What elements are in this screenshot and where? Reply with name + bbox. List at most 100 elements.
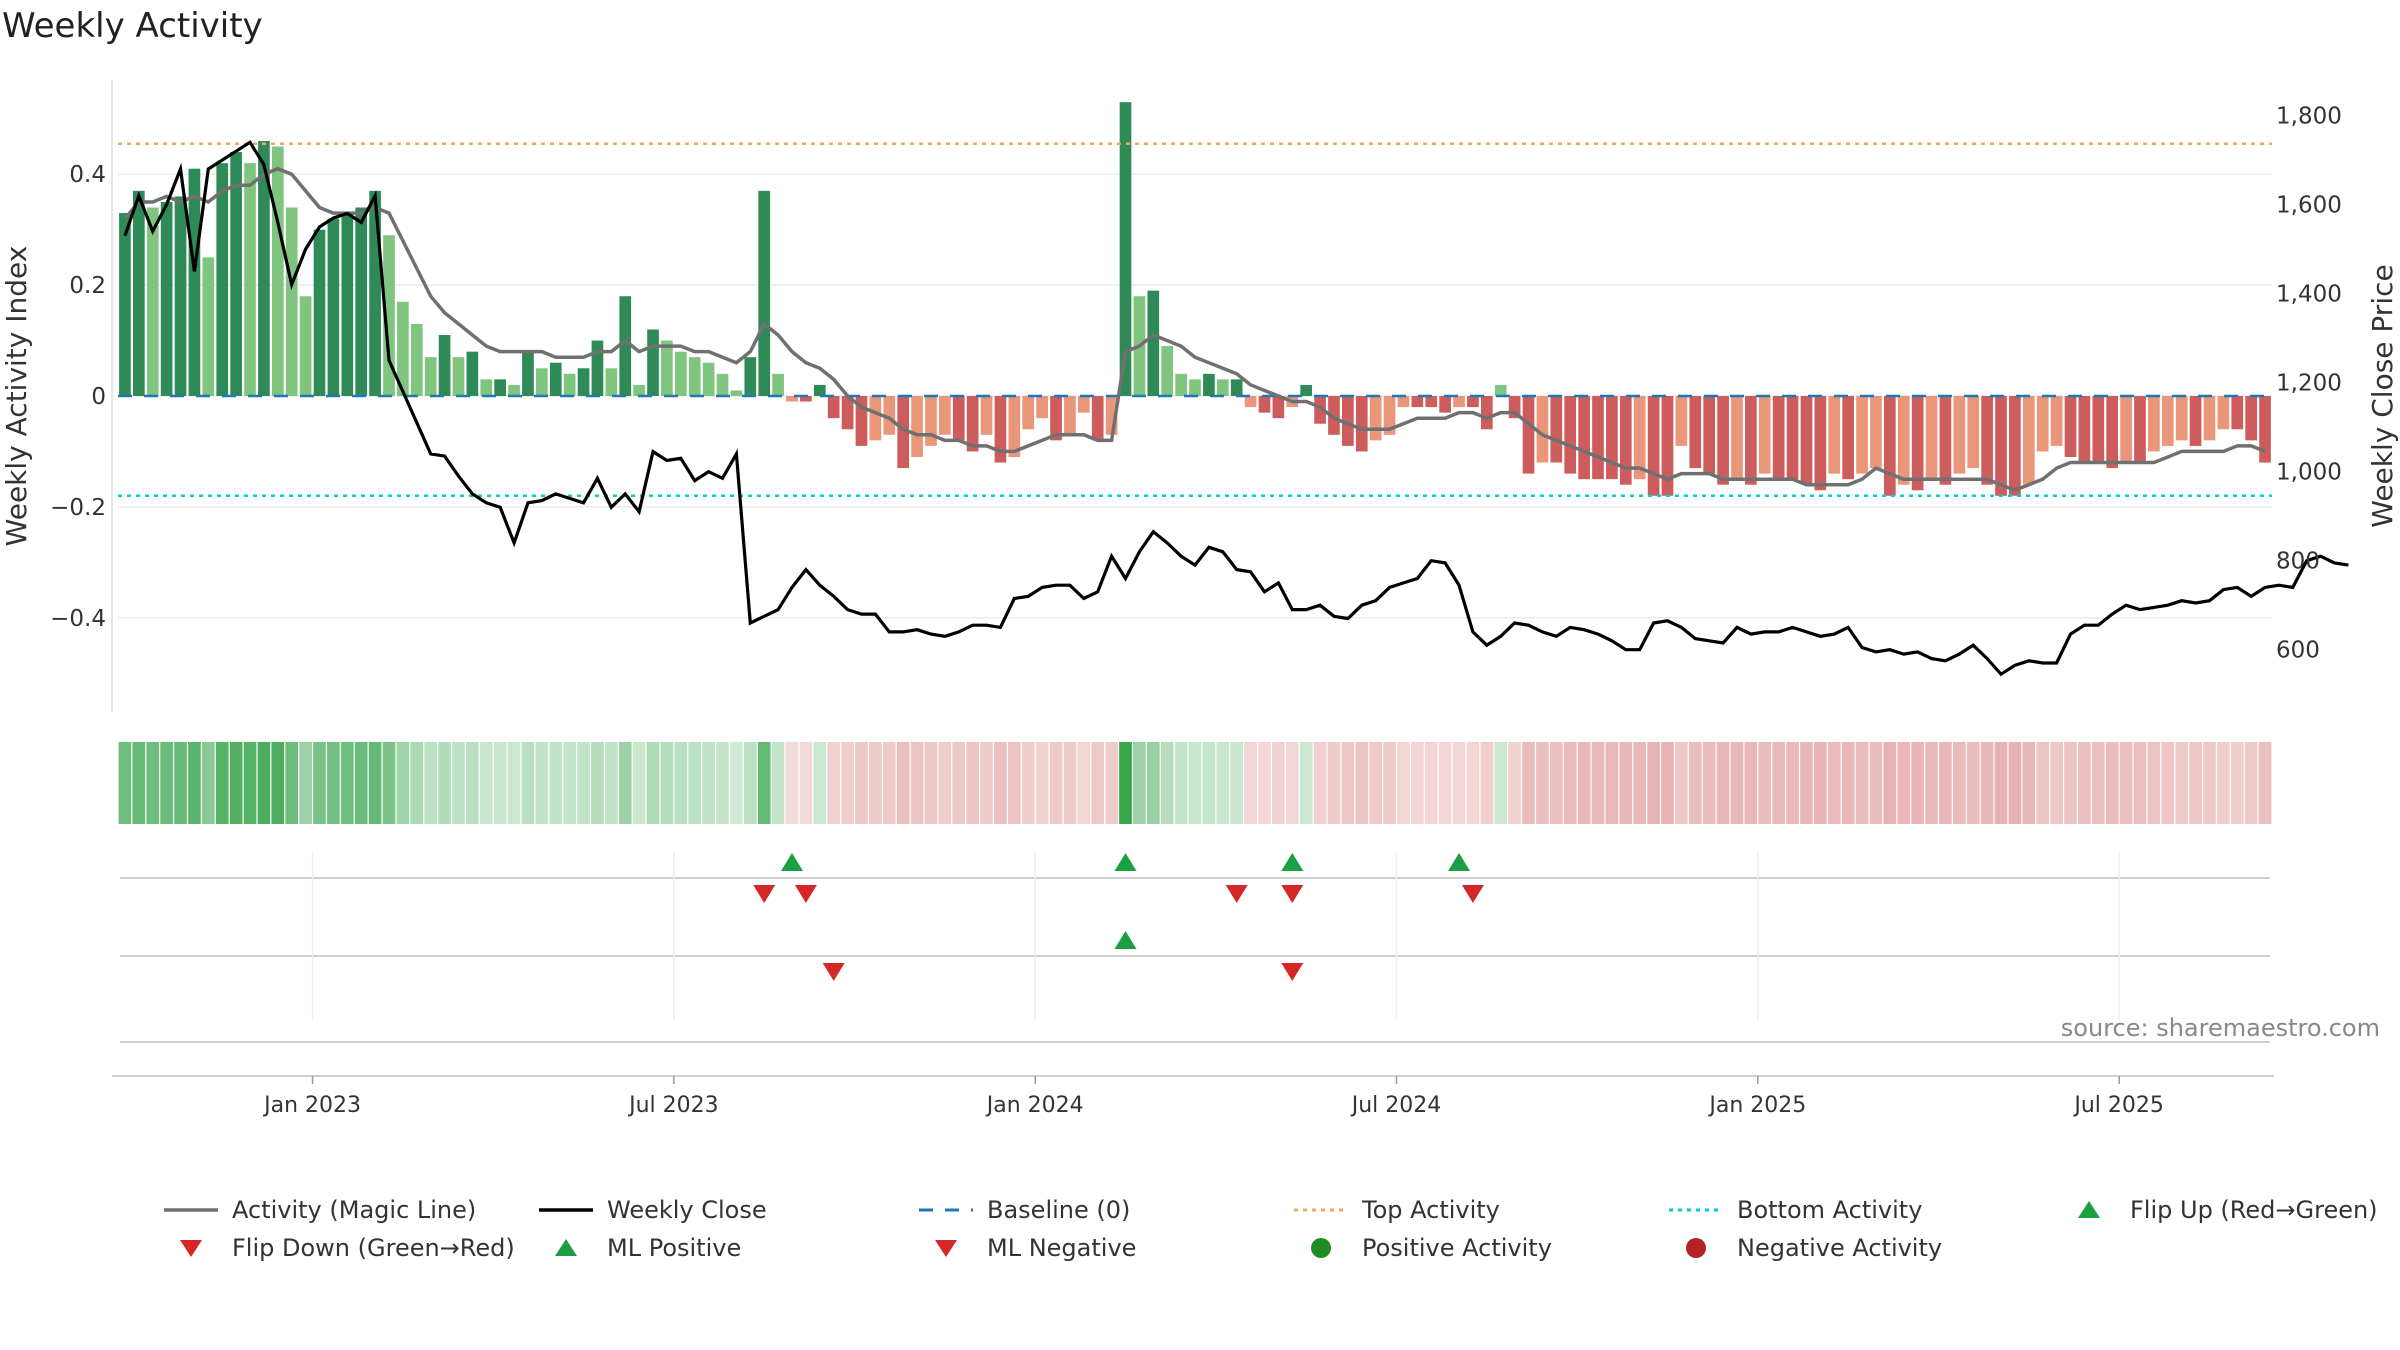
y2-tick-label: 600 xyxy=(2276,638,2320,664)
heat-cell xyxy=(188,742,201,824)
activity-bar xyxy=(1050,396,1062,441)
activity-bar xyxy=(355,207,368,396)
heat-cell xyxy=(146,742,160,824)
legend-item: Negative Activity xyxy=(1665,1234,1942,1262)
activity-bar xyxy=(1161,346,1174,396)
heat-cell xyxy=(1299,742,1313,824)
y2-axis-label: Weekly Close Price xyxy=(2366,264,2399,527)
legend-swatch xyxy=(539,1208,593,1212)
ml-positive-marker xyxy=(1114,931,1137,949)
heat-cell xyxy=(2244,742,2258,824)
heat-cell xyxy=(1814,742,1827,824)
legend-label: Positive Activity xyxy=(1362,1234,1552,1262)
activity-bar xyxy=(619,296,632,396)
heat-cell xyxy=(1897,742,1911,824)
heat-cell xyxy=(1355,742,1369,824)
y2-tick-label: 1,000 xyxy=(2276,460,2342,486)
activity-bar xyxy=(2259,396,2271,463)
heat-cell xyxy=(2036,742,2050,824)
axes: 0.4 0.2 0 −0.2 −0.4 Weekly Activity Index 1,80… xyxy=(0,80,2399,712)
legend-label: ML Positive xyxy=(607,1234,742,1262)
activity-bar xyxy=(397,301,409,396)
heat-cell xyxy=(1285,742,1299,824)
activity-bar xyxy=(2134,396,2146,463)
activity-bar xyxy=(1981,396,1993,485)
heat-cell xyxy=(910,742,924,824)
heat-cell xyxy=(2161,742,2175,824)
heat-cell xyxy=(980,742,993,824)
activity-bar xyxy=(1536,396,1549,463)
heat-cell xyxy=(1647,742,1660,824)
heat-cell xyxy=(1772,742,1786,824)
heat-cell xyxy=(1730,742,1744,824)
heat-cell xyxy=(1369,742,1383,824)
activity-bar xyxy=(341,213,354,396)
heat-cell xyxy=(1105,742,1118,824)
activity-bar xyxy=(911,396,923,457)
activity-bar xyxy=(980,396,993,435)
reference-lines xyxy=(118,142,2272,498)
legend-triangle-down xyxy=(180,1240,202,1257)
legend-label: ML Negative xyxy=(987,1234,1137,1262)
flip-down-marker xyxy=(1461,885,1484,903)
activity-bar xyxy=(1675,396,1688,446)
activity-bar xyxy=(1870,396,1882,469)
activity-bar xyxy=(1564,396,1577,474)
activity-bar xyxy=(2217,396,2230,430)
heat-cell xyxy=(966,742,979,824)
legend-item: Weekly Close xyxy=(535,1196,767,1224)
activity-bar xyxy=(2203,396,2216,441)
heat-cell xyxy=(493,742,507,824)
legend-circle xyxy=(1686,1238,1706,1258)
activity-bar xyxy=(466,351,479,396)
legend-label: Flip Up (Red→Green) xyxy=(2130,1196,2378,1224)
activity-bar xyxy=(1453,396,1465,408)
x-axis: Jan 2023 Jul 2023 Jan 2024 Jul 2024 Jan 2025… xyxy=(112,1075,2274,1118)
legend-item: Flip Down (Green→Red) xyxy=(160,1234,515,1262)
heat-cell xyxy=(1633,742,1647,824)
activity-bar xyxy=(1911,396,1924,491)
heat-cell xyxy=(1341,742,1355,824)
chart-legend: Activity (Magic Line) Weekly Close Baselin… xyxy=(160,1196,2400,1286)
ml-negative-marker xyxy=(1281,963,1304,981)
heat-cell xyxy=(952,742,966,824)
heat-cell xyxy=(1383,742,1396,824)
legend-item: Flip Up (Red→Green) xyxy=(2058,1196,2378,1224)
activity-bar xyxy=(2231,396,2244,430)
heat-cell xyxy=(1508,742,1521,824)
activity-bar xyxy=(1633,396,1646,480)
heat-cell xyxy=(1188,742,1202,824)
activity-bar xyxy=(438,335,451,396)
heat-cell xyxy=(1869,742,1883,824)
ml-negative-marker xyxy=(822,963,845,981)
activity-bar xyxy=(1272,396,1285,419)
activity-bar xyxy=(522,351,534,396)
heat-cell xyxy=(1466,742,1480,824)
activity-bar xyxy=(1661,396,1674,496)
activity-bar xyxy=(952,396,965,441)
heat-cell xyxy=(2147,742,2161,824)
activity-bar xyxy=(230,152,242,396)
legend-item: Activity (Magic Line) xyxy=(160,1196,476,1224)
legend-swatch xyxy=(1669,1208,1723,1212)
activity-bar xyxy=(1397,396,1410,408)
activity-bar xyxy=(1189,379,1201,396)
heat-cell xyxy=(1244,742,1257,824)
heat-cell xyxy=(1438,742,1452,824)
heat-cell xyxy=(563,742,576,824)
activity-bar xyxy=(633,384,645,396)
heat-cell xyxy=(2091,742,2105,824)
heat-cell xyxy=(869,742,882,824)
heat-cell xyxy=(410,742,424,824)
legend-triangle-down xyxy=(935,1240,957,1257)
heat-cell xyxy=(1091,742,1105,824)
activity-bar xyxy=(2245,396,2257,441)
activity-bar xyxy=(1369,396,1382,441)
heat-cell xyxy=(1675,742,1688,824)
heat-cell xyxy=(2064,742,2077,824)
heat-cell xyxy=(1146,742,1160,824)
flip-up-marker xyxy=(1281,853,1304,871)
activity-bar xyxy=(772,373,784,396)
activity-bar xyxy=(563,373,576,396)
activity-bar xyxy=(2189,396,2202,446)
